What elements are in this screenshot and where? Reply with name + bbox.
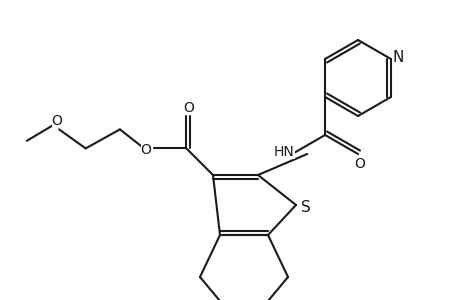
Text: HN: HN: [273, 145, 294, 159]
Text: O: O: [51, 114, 62, 128]
Text: O: O: [183, 101, 193, 115]
Text: N: N: [392, 50, 403, 64]
Text: S: S: [301, 200, 310, 214]
Text: O: O: [140, 143, 151, 158]
Text: O: O: [354, 157, 364, 171]
